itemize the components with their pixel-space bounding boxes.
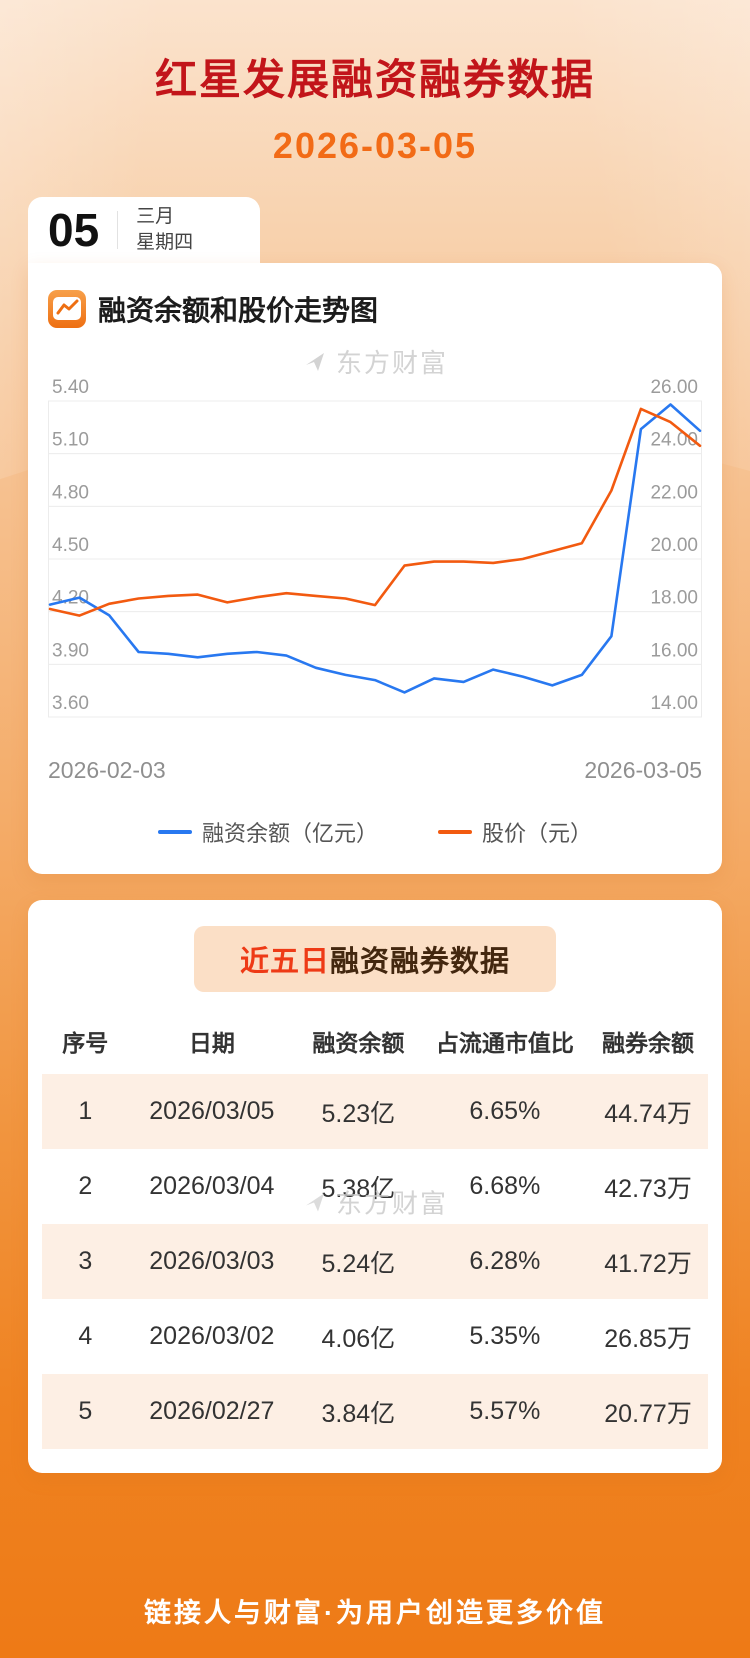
table-wrap: 东方财富 序号 日期 融资余额 占流通市值比 融券余额 1 2026/03/05 5.23亿… [42,1008,708,1449]
column-header: 融券余额 [602,1030,695,1056]
table-cell: 2026/03/04 [149,1172,275,1200]
svg-text:3.90: 3.90 [52,640,89,661]
header: 红星发展融资融券数据 2026-03-05 [0,0,750,167]
table-title-rest: 融资融券数据 [330,946,511,978]
x-axis-labels: 2026-02-03 2026-03-05 [48,757,702,784]
chart-legend: 融资余额（亿元） 股价（元） [48,816,702,848]
table-cell: 5 [78,1397,93,1425]
svg-text:5.10: 5.10 [52,430,89,451]
table-row: 1 2026/03/05 5.23亿 6.65% 44.74万 [42,1074,708,1149]
table-title-badge: 近五日融资融券数据 [193,926,557,992]
table-cell: 42.73万 [604,1174,692,1203]
legend-item: 股价（元） [438,816,592,848]
watermark: 东方财富 [302,343,448,380]
svg-text:20.00: 20.00 [650,535,698,556]
table-row: 2 2026/03/04 5.38亿 6.68% 42.73万 [42,1149,708,1224]
table-cell: 3 [78,1247,93,1275]
table-cell: 41.72万 [604,1249,692,1278]
calendar-divider [117,211,119,249]
legend-label: 融资余额（亿元） [201,821,378,846]
svg-text:16.00: 16.00 [650,640,698,661]
legend-item: 融资余额（亿元） [157,816,378,848]
table-row: 3 2026/03/03 5.24亿 6.28% 41.72万 [42,1224,708,1299]
calendar-weekday: 星期四 [136,231,194,253]
table-row: 4 2026/03/02 4.06亿 5.35% 26.85万 [42,1299,708,1374]
table-cell: 2026/02/27 [149,1397,275,1425]
header-date: 2026-03-05 [272,125,478,166]
svg-text:26.00: 26.00 [650,377,698,398]
table-title-highlight: 近五日 [239,946,330,978]
calendar-month: 三月 [136,205,175,227]
watermark-text: 东方财富 [335,348,449,378]
eastmoney-logo-icon [305,352,324,371]
table-row: 5 2026/02/27 3.84亿 5.57% 20.77万 [42,1374,708,1449]
svg-text:4.20: 4.20 [52,588,89,609]
x-axis-end-label: 2026-03-05 [584,757,702,783]
page-title: 红星发展融资融券数据 [154,56,595,103]
table-cell: 6.65% [469,1097,541,1125]
table-cell: 5.57% [469,1397,541,1425]
chart-card: 融资余额和股价走势图 东方财富 5.40 26.00 5.10 24.00 4.80 22… [28,263,722,874]
svg-text:5.40: 5.40 [52,377,89,398]
calendar-chip: 05 三月 星期四 [28,197,260,263]
table-cell: 6.68% [469,1172,541,1200]
chart-title: 融资余额和股价走势图 [98,295,379,326]
footer: 链接人与财富·为用户创造更多价值 [0,1591,750,1630]
svg-text:3.60: 3.60 [52,693,89,714]
svg-text:24.00: 24.00 [650,430,698,451]
legend-swatch [157,830,192,834]
table-cell: 2026/03/05 [149,1097,275,1125]
table-cell: 26.85万 [604,1324,692,1353]
chart-card-header: 融资余额和股价走势图 [48,289,702,329]
table-cell: 1 [78,1097,93,1125]
table-cell: 5.35% [469,1322,541,1350]
eastmoney-logo-icon [305,1193,324,1212]
table-cell: 5.24亿 [321,1249,396,1278]
column-header: 融资余额 [312,1030,405,1056]
table-card: 近五日融资融券数据 东方财富 序号 日期 融资余额 占流通市值比 融券余额 1 2026/… [28,900,722,1473]
table-cell: 44.74万 [604,1099,692,1128]
svg-text:4.80: 4.80 [52,482,89,503]
table-cell: 4 [78,1322,93,1350]
svg-text:14.00: 14.00 [650,693,698,714]
watermark: 东方财富 [302,1184,448,1221]
svg-text:18.00: 18.00 [650,588,698,609]
table-header-row: 序号 日期 融资余额 占流通市值比 融券余额 [42,1008,708,1074]
legend-swatch [438,830,472,834]
table-cell: 2 [78,1172,93,1200]
table-cell: 5.38亿 [321,1174,396,1203]
svg-text:22.00: 22.00 [650,482,698,503]
column-header: 占流通市值比 [435,1030,574,1056]
column-header: 序号 [62,1030,109,1056]
footer-slogan: 链接人与财富·为用户创造更多价值 [144,1598,606,1628]
table-cell: 3.84亿 [321,1399,396,1428]
margin-data-table: 序号 日期 融资余额 占流通市值比 融券余额 1 2026/03/05 5.23亿 6.65%… [42,1008,708,1449]
line-chart-icon [48,290,86,328]
table-cell: 4.06亿 [321,1324,396,1353]
calendar-day: 05 [48,204,100,256]
chart-area: 东方财富 5.40 26.00 5.10 24.00 4.80 22.00 4.50 20.0… [48,348,702,848]
column-header: 日期 [188,1030,235,1056]
legend-label: 股价（元） [482,821,593,846]
table-cell: 5.23亿 [321,1099,396,1128]
table-cell: 2026/03/02 [149,1322,275,1350]
table-cell: 2026/03/03 [149,1247,275,1275]
x-axis-start-label: 2026-02-03 [48,757,166,783]
line-chart: 5.40 26.00 5.10 24.00 4.80 22.00 4.50 20.00 4.20… [48,377,702,718]
svg-text:4.50: 4.50 [52,535,89,556]
table-cell: 20.77万 [604,1399,692,1428]
watermark-text: 东方财富 [335,1188,449,1219]
table-cell: 6.28% [469,1247,541,1275]
